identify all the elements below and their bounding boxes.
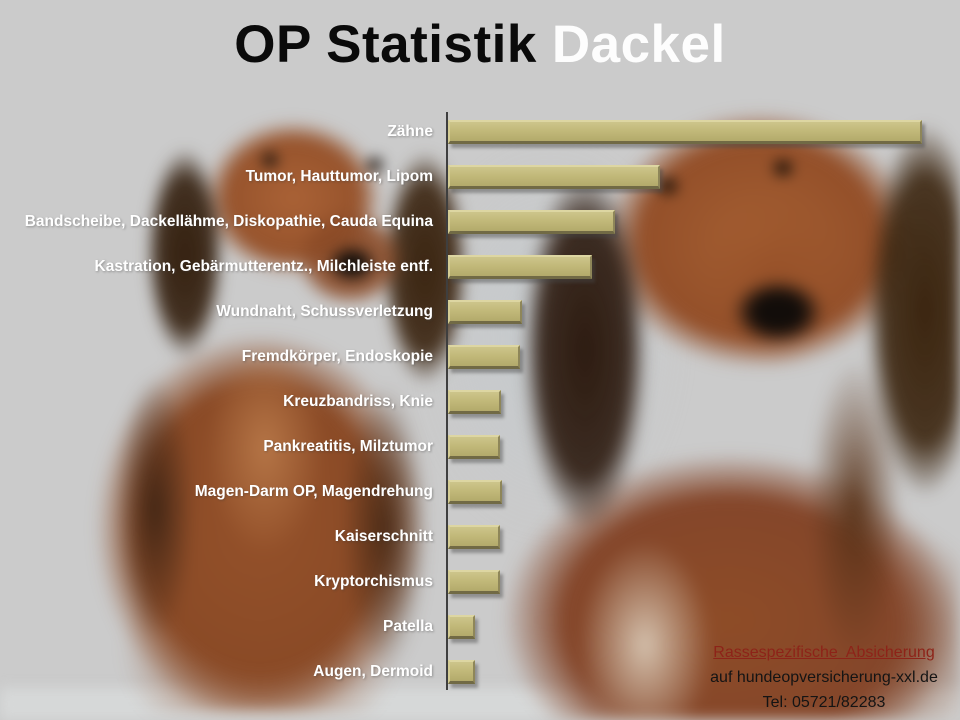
chart-row: Patella: [0, 604, 960, 649]
dachshund-photo-left: [40, 88, 470, 712]
category-label: Kaiserschnitt: [334, 527, 433, 545]
bar: [448, 524, 500, 549]
title-part-black: OP Statistik: [234, 15, 537, 74]
promo-phone: Tel: 05721/82283: [762, 694, 886, 711]
bar: [448, 299, 522, 324]
category-label: Augen, Dermoid: [313, 662, 433, 680]
chart-row: Fremdkörper, Endoskopie: [0, 334, 960, 379]
category-label: Pankreatitis, Milztumor: [263, 437, 433, 455]
category-label: Kreuzbandriss, Knie: [283, 392, 433, 410]
category-label: Magen-Darm OP, Magendrehung: [194, 482, 433, 500]
bar: [448, 209, 615, 234]
category-axis-line: [446, 112, 448, 690]
chart-row: Tumor, Hauttumor, Lipom: [0, 154, 960, 199]
bar: [448, 479, 502, 504]
bar: [448, 389, 501, 414]
chart-row: Zähne: [0, 109, 960, 154]
bar: [448, 344, 520, 369]
promo-url[interactable]: auf hundeopversicherung-xxl.de: [710, 669, 938, 686]
bar: [448, 659, 475, 684]
promo-block: Rassespezifische Absicherung auf hundeop…: [688, 640, 960, 715]
category-label: Fremdkörper, Endoskopie: [241, 347, 433, 365]
category-label: Zähne: [387, 122, 433, 140]
chart-row: Magen-Darm OP, Magendrehung: [0, 469, 960, 514]
category-label: Tumor, Hauttumor, Lipom: [245, 167, 433, 185]
category-label: Patella: [383, 617, 433, 635]
category-label: Bandscheibe, Dackellähme, Diskopathie, C…: [24, 212, 433, 230]
category-label: Kastration, Gebärmutterentz., Milchleist…: [94, 257, 433, 275]
chart-row: Kaiserschnitt: [0, 514, 960, 559]
bar: [448, 119, 922, 144]
category-label: Kryptorchismus: [314, 572, 433, 590]
bar: [448, 569, 500, 594]
page-title: OP Statistik Dackel: [0, 14, 960, 75]
title-part-white: Dackel: [551, 15, 726, 74]
chart-row: Bandscheibe, Dackellähme, Diskopathie, C…: [0, 199, 960, 244]
chart-row: Kastration, Gebärmutterentz., Milchleist…: [0, 244, 960, 289]
chart-row: Wundnaht, Schussverletzung: [0, 289, 960, 334]
bar: [448, 254, 592, 279]
bar: [448, 434, 500, 459]
promo-link-text[interactable]: Rassespezifische Absicherung: [713, 644, 935, 661]
bar: [448, 164, 660, 189]
chart-rows: Zähne Tumor, Hauttumor, Lipom Bandscheib…: [0, 109, 960, 694]
chart-row: Augen, Dermoid: [0, 649, 960, 694]
chart-row: Pankreatitis, Milztumor: [0, 424, 960, 469]
category-label: Wundnaht, Schussverletzung: [216, 302, 433, 320]
chart-row: Kryptorchismus: [0, 559, 960, 604]
bar: [448, 614, 475, 639]
chart-row: Kreuzbandriss, Knie: [0, 379, 960, 424]
